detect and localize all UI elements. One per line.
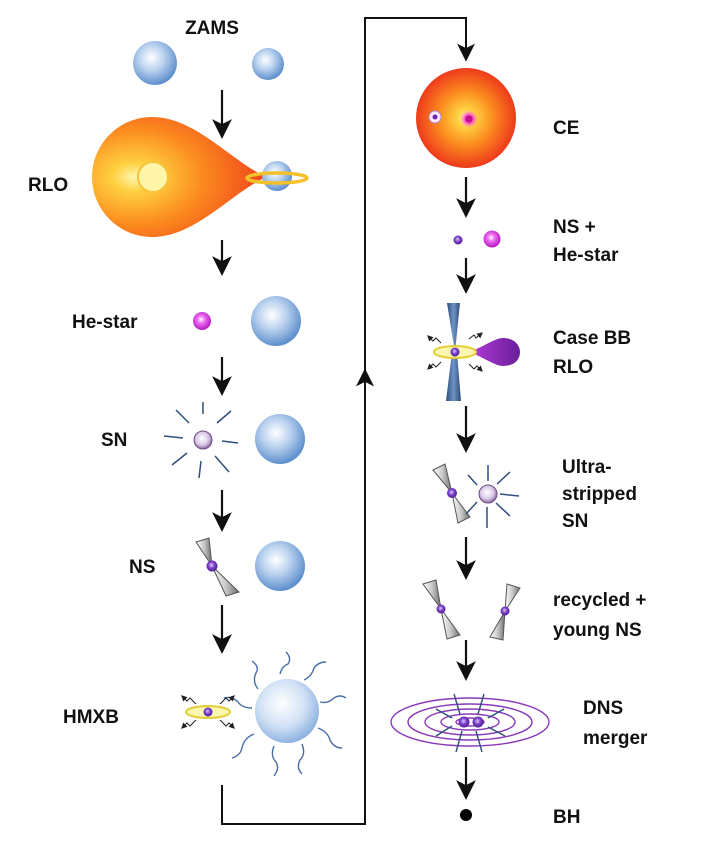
- ns-in-binary: [453, 235, 463, 245]
- he-star-label: He-star: [72, 312, 138, 333]
- hmxb-label: HMXB: [63, 707, 119, 728]
- jet-lower: [446, 352, 461, 401]
- stripped-he-star-lobe: [470, 338, 520, 366]
- recycled-neutron-star: [436, 604, 446, 614]
- ce-label: CE: [553, 118, 579, 139]
- companion-star-ns: [255, 541, 305, 591]
- supernova-remnant: [193, 430, 213, 450]
- ussn-label-1: Ultra-: [562, 457, 612, 478]
- jet-upper: [447, 303, 460, 352]
- recycled-label-2: young NS: [553, 620, 642, 641]
- ussn-label-3: SN: [562, 511, 588, 532]
- case-bb-neutron-star: [450, 347, 460, 357]
- connector-top-line: [364, 17, 467, 375]
- case-bb-label-1: Case BB: [553, 328, 631, 349]
- connector-up-line: [221, 375, 366, 825]
- accretor-star: [262, 161, 292, 191]
- neutron-star: [206, 560, 218, 572]
- massive-companion-star: [255, 679, 319, 743]
- giant-core: [137, 161, 169, 193]
- young-ns-cones: [489, 583, 521, 641]
- ussn-neutron-star: [447, 488, 457, 498]
- accretion-disk: [245, 171, 309, 185]
- sn-label: SN: [101, 430, 127, 451]
- pulsar-beam-cones: [195, 537, 240, 597]
- young-neutron-star: [500, 606, 510, 616]
- hmxb-neutron-star: [203, 707, 213, 717]
- merging-ns-2: [472, 716, 484, 728]
- merging-ns-1: [458, 716, 470, 728]
- companion-star-sn: [255, 414, 305, 464]
- zams-primary-star: [133, 41, 177, 85]
- bh-label: BH: [553, 807, 580, 828]
- gravitational-wave-orbits: [390, 697, 550, 747]
- stellar-wind-lines: [223, 651, 347, 777]
- ultra-stripped-sn-remnant: [478, 484, 498, 504]
- zams-secondary-star: [252, 48, 284, 80]
- roche-lobe-giant: [92, 117, 266, 237]
- rlo-label: RLO: [28, 175, 68, 196]
- dns-label-2: merger: [583, 728, 648, 749]
- dns-merger-rays: [435, 693, 506, 753]
- supernova-rays: [163, 402, 239, 479]
- case-bb-jet-arrows: [427, 332, 483, 372]
- ns-label: NS: [129, 557, 155, 578]
- helium-star: [193, 312, 211, 330]
- ultra-stripped-sn-rays: [465, 465, 520, 528]
- case-bb-label-2: RLO: [553, 357, 593, 378]
- hmxb-jet-arrows: [181, 695, 235, 729]
- ns-he-star-label-2: He-star: [553, 245, 619, 266]
- black-hole: [460, 809, 472, 821]
- companion-star-hestar: [251, 296, 301, 346]
- he-star-in-binary: [483, 230, 501, 248]
- dns-label-1: DNS: [583, 698, 623, 719]
- ussn-label-2: stripped: [562, 484, 637, 505]
- zams-label: ZAMS: [185, 18, 239, 39]
- ultra-stripped-pulsar-cones: [432, 463, 471, 524]
- ns-he-star-label-1: NS +: [553, 217, 596, 238]
- recycled-label-1: recycled +: [553, 590, 647, 611]
- recycled-ns-cones: [422, 579, 461, 640]
